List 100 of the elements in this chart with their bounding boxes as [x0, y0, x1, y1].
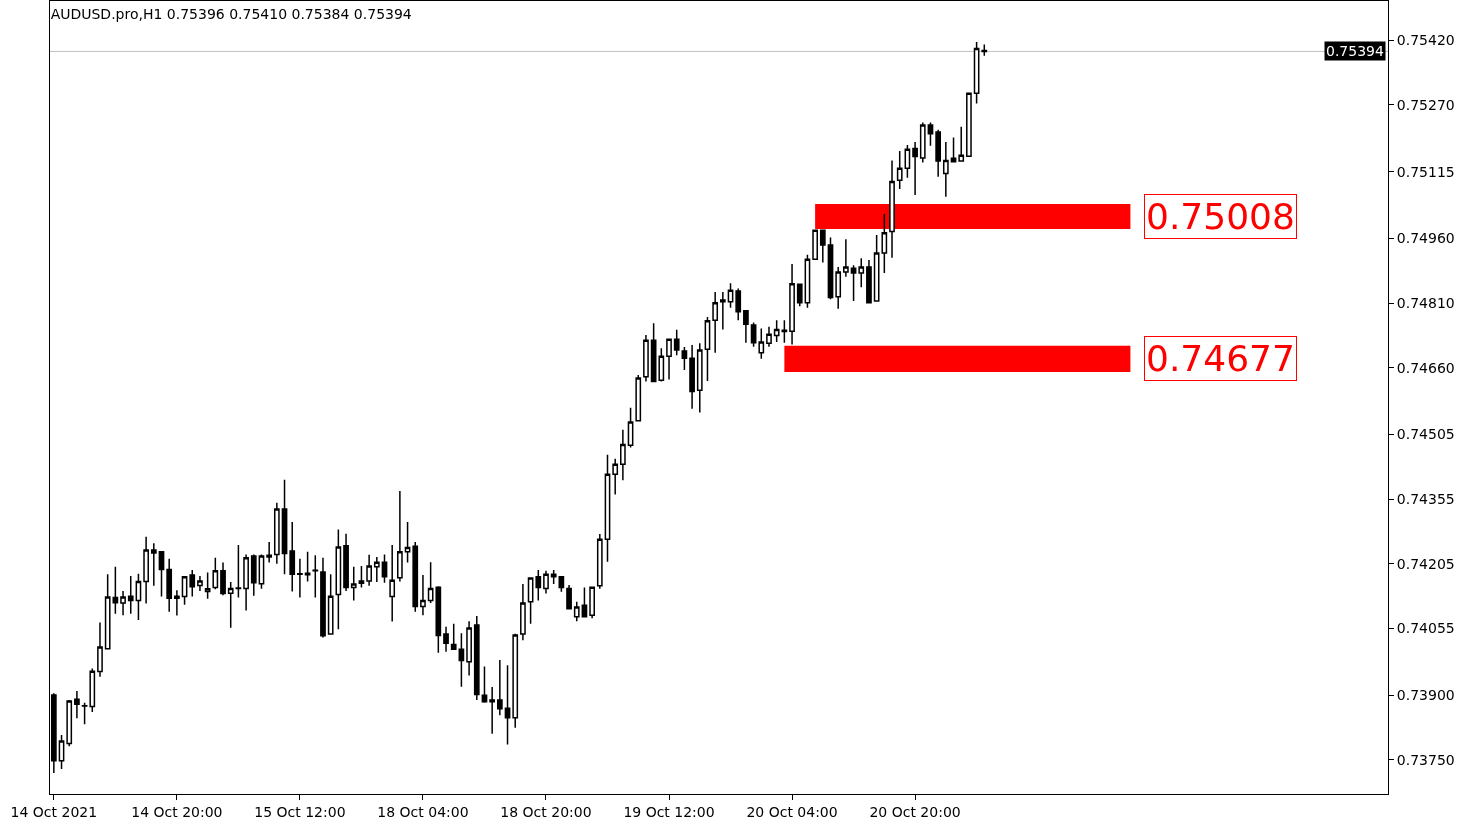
candlestick	[681, 346, 688, 371]
candlestick	[850, 264, 857, 302]
y-tick-label: 0.74355	[1396, 491, 1455, 508]
candlestick	[120, 590, 126, 616]
candlestick	[297, 557, 303, 599]
candlestick	[458, 632, 465, 688]
candlestick	[981, 43, 988, 57]
candlestick	[719, 291, 726, 331]
candlestick	[927, 121, 934, 147]
candlestick	[127, 575, 134, 615]
candlestick	[312, 554, 319, 599]
y-tick-label: 0.74960	[1396, 230, 1455, 247]
candlestick	[735, 287, 742, 322]
candlestick	[604, 454, 611, 563]
candlestick	[512, 632, 519, 729]
candlestick	[381, 553, 388, 584]
candlestick	[404, 521, 411, 564]
x-tick-label: 14 Oct 20:00	[131, 803, 223, 820]
candlestick	[320, 557, 326, 639]
x-tick-label: 14 Oct 2021	[10, 803, 98, 820]
candlestick	[66, 699, 73, 747]
candlestick	[74, 690, 80, 719]
candlestick	[696, 342, 703, 414]
candlestick	[504, 664, 511, 746]
candlestick	[389, 544, 396, 623]
y-tick-label: 0.74505	[1396, 426, 1455, 443]
candlestick	[227, 581, 234, 629]
candlestick	[543, 570, 549, 595]
candlestick	[889, 159, 895, 259]
candlestick	[866, 259, 872, 304]
candlestick	[174, 589, 180, 617]
candlestick	[766, 326, 772, 348]
candlestick	[366, 554, 372, 587]
candlestick	[843, 238, 849, 278]
candlestick	[97, 621, 103, 678]
candlestick	[750, 321, 757, 348]
candlestick	[896, 150, 903, 190]
candlestick	[912, 141, 918, 196]
x-tick-label: 18 Oct 20:00	[500, 803, 592, 820]
candlestick	[327, 573, 334, 635]
candlestick	[250, 553, 257, 597]
candlestick	[773, 319, 780, 343]
candlestick	[135, 573, 142, 621]
candlestick	[789, 263, 795, 346]
x-tick-label: 18 Oct 04:00	[377, 803, 469, 820]
candlestick	[150, 542, 157, 587]
candlestick	[627, 407, 634, 449]
candlestick	[420, 574, 426, 616]
candlestick	[373, 556, 380, 583]
candlestick	[566, 584, 572, 610]
y-tick-label: 0.75115	[1396, 163, 1455, 180]
candlestick	[58, 734, 65, 770]
candlestick	[104, 573, 111, 650]
candlestick	[520, 583, 526, 641]
candlestick	[197, 575, 203, 592]
candlestick	[273, 501, 280, 565]
candlestick	[343, 532, 349, 592]
candlestick	[727, 282, 734, 309]
candlestick	[596, 533, 603, 590]
legend-label: 0.75008	[1146, 196, 1295, 237]
y-tick-label: 0.74205	[1396, 555, 1455, 572]
candlestick	[935, 129, 942, 178]
candlestick	[220, 561, 226, 597]
candlestick	[158, 550, 165, 598]
candlestick	[204, 571, 211, 600]
y-tick-label: 0.74055	[1396, 620, 1455, 637]
candlestick	[550, 569, 557, 585]
candlestick	[212, 557, 219, 591]
x-tick-label: 20 Oct 20:00	[869, 803, 961, 820]
candlestick	[704, 316, 711, 382]
candlestick	[781, 319, 788, 344]
candlestick	[666, 337, 672, 381]
candlestick	[812, 229, 818, 261]
candlestick	[412, 541, 419, 613]
candlestick	[643, 334, 649, 383]
candlestick	[166, 557, 173, 613]
candlestick	[335, 528, 342, 631]
candlestick	[612, 457, 619, 496]
y-tick-label: 0.73750	[1396, 751, 1455, 768]
candlestick	[473, 615, 480, 701]
candlestick	[489, 686, 496, 735]
y-tick-label: 0.75270	[1396, 96, 1455, 113]
candlestick	[450, 623, 457, 651]
y-tick-label: 0.75420	[1396, 32, 1455, 49]
candlestick	[89, 667, 96, 713]
candlestick	[573, 601, 580, 622]
candlestick	[919, 121, 926, 164]
candlestick	[304, 551, 311, 583]
candlestick	[235, 544, 242, 599]
candlestick	[712, 291, 719, 354]
candlestick	[942, 141, 949, 198]
x-tick-label: 19 Oct 12:00	[623, 803, 715, 820]
candlestick	[189, 569, 196, 598]
candlestick	[397, 490, 403, 583]
candlestick	[966, 92, 972, 158]
y-tick-label: 0.74810	[1396, 295, 1455, 312]
candlestick	[958, 126, 965, 163]
ref-line-label: 0.75394	[1326, 43, 1384, 59]
candlestick	[358, 565, 365, 589]
candlestick	[496, 659, 503, 716]
